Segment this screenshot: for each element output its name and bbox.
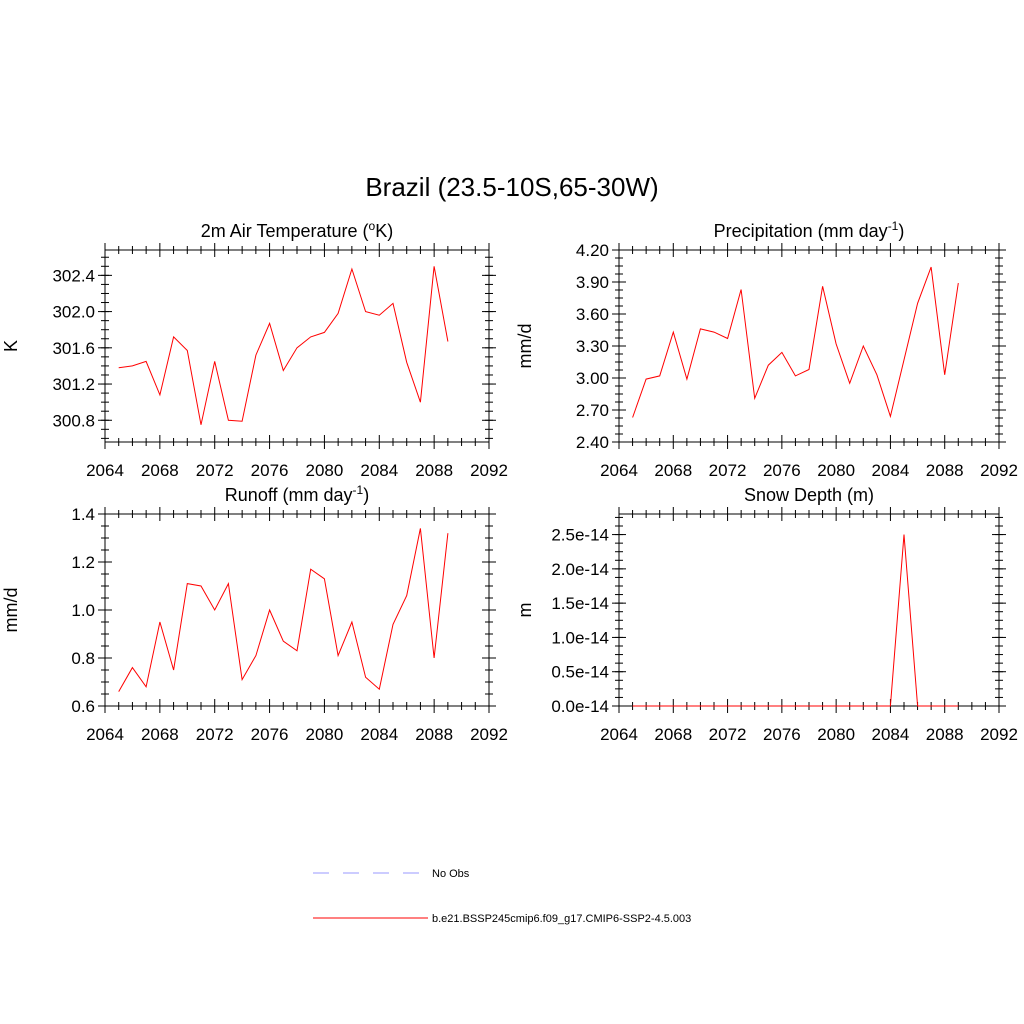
x-tick-label: 2084 bbox=[360, 461, 398, 480]
panel-4: Snow Depth (m) 2064 2068 2072 2076 2080 2084 20… bbox=[515, 485, 1018, 744]
y-tick-label: 3.00 bbox=[576, 369, 609, 388]
x-tick-label: 2076 bbox=[251, 725, 289, 744]
x-tick-label: 2092 bbox=[980, 725, 1018, 744]
panel-title-superscript: o bbox=[369, 219, 376, 233]
y-tick-label: 2.5e-14 bbox=[551, 526, 609, 545]
y-tick-label: 302.0 bbox=[52, 303, 95, 322]
panel-3: Runoff (mm day-1) 2064 2068 2072 2076 2080 208… bbox=[1, 483, 508, 744]
y-tick-label: 1.2 bbox=[71, 553, 95, 572]
x-tick-label: 2092 bbox=[470, 725, 508, 744]
x-tick-label: 2068 bbox=[141, 725, 179, 744]
panel-title: Runoff (mm day-1) bbox=[225, 483, 369, 505]
x-tick-label: 2068 bbox=[654, 461, 692, 480]
x-tick-label: 2088 bbox=[415, 461, 453, 480]
panel-title: 2m Air Temperature (oK) bbox=[201, 219, 393, 241]
x-tick-label: 2092 bbox=[980, 461, 1018, 480]
y-tick-label: 301.2 bbox=[52, 375, 95, 394]
x-tick-label: 2072 bbox=[709, 725, 747, 744]
y-tick-label: 301.6 bbox=[52, 339, 95, 358]
y-tick-label: 2.0e-14 bbox=[551, 560, 609, 579]
panel-title-text: Precipitation (mm day bbox=[714, 221, 888, 241]
panel-title-suffix: K) bbox=[375, 221, 393, 241]
series-line bbox=[118, 266, 449, 425]
x-tick-label: 2080 bbox=[306, 725, 344, 744]
y-tick-label: 302.4 bbox=[52, 266, 95, 285]
x-tick-label: 2088 bbox=[926, 461, 964, 480]
panel-title-superscript: -1 bbox=[888, 219, 899, 233]
y-tick-label: 1.5e-14 bbox=[551, 594, 609, 613]
y-tick-label: 2.40 bbox=[576, 433, 609, 452]
x-tick-label: 2088 bbox=[926, 725, 964, 744]
panel-title: Snow Depth (m) bbox=[744, 485, 874, 505]
y-tick-label: 1.4 bbox=[71, 505, 95, 524]
legend-label: b.e21.BSSP245cmip6.f09_g17.CMIP6-SSP2-4.… bbox=[432, 913, 691, 925]
y-tick-label: 0.5e-14 bbox=[551, 663, 609, 682]
x-tick-label: 2064 bbox=[86, 725, 124, 744]
y-tick-label: 3.90 bbox=[576, 273, 609, 292]
y-tick-label: 1.0 bbox=[71, 601, 95, 620]
panel-title-suffix: ) bbox=[898, 221, 904, 241]
x-tick-label: 2068 bbox=[654, 725, 692, 744]
x-tick-label: 2064 bbox=[600, 725, 638, 744]
x-tick-label: 2088 bbox=[415, 725, 453, 744]
y-tick-label: 1.0e-14 bbox=[551, 628, 609, 647]
x-tick-label: 2084 bbox=[872, 461, 910, 480]
panel-title-superscript: -1 bbox=[353, 483, 364, 497]
x-tick-label: 2080 bbox=[306, 461, 344, 480]
x-tick-label: 2072 bbox=[196, 461, 234, 480]
y-tick-label: 0.8 bbox=[71, 649, 95, 668]
series-line bbox=[118, 528, 449, 692]
x-tick-label: 2076 bbox=[763, 725, 801, 744]
panel-1: 2m Air Temperature (oK) 2064 2068 2072 2076 2… bbox=[1, 219, 508, 480]
x-tick-label: 2084 bbox=[360, 725, 398, 744]
y-axis-label: mm/d bbox=[515, 324, 535, 369]
y-tick-label: 3.30 bbox=[576, 337, 609, 356]
panel-title-suffix: ) bbox=[363, 485, 369, 505]
y-axis-label: mm/d bbox=[1, 588, 21, 633]
panel-title-text: Runoff (mm day bbox=[225, 485, 353, 505]
series-line bbox=[632, 266, 959, 419]
x-tick-label: 2080 bbox=[817, 461, 855, 480]
y-tick-label: 3.60 bbox=[576, 305, 609, 324]
y-axis-label: K bbox=[1, 340, 21, 352]
figure-title: Brazil (23.5-10S,65-30W) bbox=[365, 172, 658, 202]
y-tick-label: 0.0e-14 bbox=[551, 697, 609, 716]
x-tick-label: 2068 bbox=[141, 461, 179, 480]
y-tick-label: 300.8 bbox=[52, 411, 95, 430]
x-tick-label: 2080 bbox=[817, 725, 855, 744]
x-tick-label: 2076 bbox=[251, 461, 289, 480]
series-line bbox=[632, 534, 959, 707]
x-tick-label: 2076 bbox=[763, 461, 801, 480]
panel-title-text: Snow Depth (m) bbox=[744, 485, 874, 505]
y-tick-label: 2.70 bbox=[576, 401, 609, 420]
x-tick-label: 2092 bbox=[470, 461, 508, 480]
x-tick-label: 2084 bbox=[872, 725, 910, 744]
panels: 2m Air Temperature (oK)2064 2068 2072 2076 2… bbox=[1, 219, 1018, 744]
legend: No Obs b.e21.BSSP245cmip6.f09_g17.CMIP6-S… bbox=[313, 868, 691, 925]
legend-label: No Obs bbox=[432, 868, 470, 880]
panel-title-text: 2m Air Temperature ( bbox=[201, 221, 369, 241]
panel-2: Precipitation (mm day-1) 2064 2068 2072 2076… bbox=[515, 219, 1018, 480]
panel-title: Precipitation (mm day-1) bbox=[714, 219, 905, 241]
x-tick-label: 2064 bbox=[86, 461, 124, 480]
y-tick-label: 0.6 bbox=[71, 697, 95, 716]
y-axis-label: m bbox=[515, 603, 535, 618]
y-tick-label: 4.20 bbox=[576, 241, 609, 260]
x-tick-label: 2064 bbox=[600, 461, 638, 480]
x-tick-label: 2072 bbox=[196, 725, 234, 744]
x-tick-label: 2072 bbox=[709, 461, 747, 480]
